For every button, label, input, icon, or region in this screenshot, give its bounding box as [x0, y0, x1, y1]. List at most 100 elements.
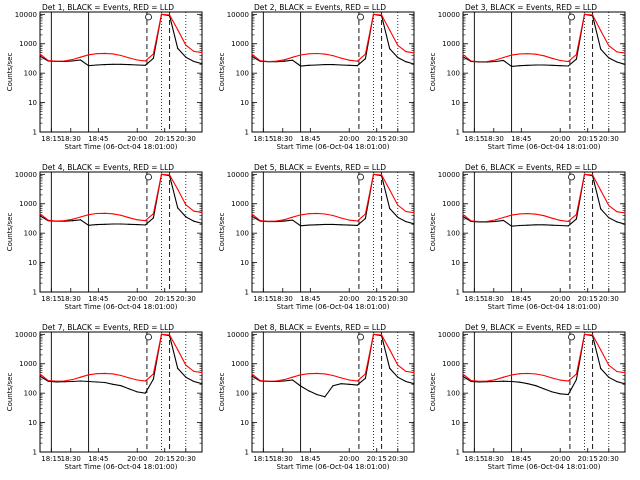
data-point-lld	[300, 374, 302, 376]
data-point-lld	[575, 53, 578, 56]
data-point-lld	[535, 53, 537, 55]
data-point-lld	[478, 221, 480, 223]
data-point-events	[104, 64, 106, 66]
x-axis-label: Start Time (06-Oct-04 18:01:00)	[65, 463, 178, 471]
data-point-lld	[567, 60, 569, 63]
data-point-lld	[55, 220, 57, 222]
data-point-lld	[470, 60, 472, 62]
data-point-events	[535, 385, 537, 387]
x-tick-label: 18:45	[511, 295, 531, 303]
data-point-lld	[169, 174, 171, 176]
data-point-lld	[193, 50, 195, 52]
data-point-lld	[160, 173, 163, 175]
data-point-lld	[624, 52, 626, 54]
data-point-lld	[543, 374, 545, 377]
data-point-lld	[39, 53, 41, 55]
x-tick-label: 18:30	[273, 455, 293, 463]
data-point-lld	[63, 380, 65, 382]
data-point-events	[364, 377, 366, 379]
x-tick-label: 18:30	[61, 295, 81, 303]
data-point-lld	[364, 373, 366, 375]
data-point-lld	[575, 213, 578, 215]
x-tick-label: 20:15	[578, 135, 598, 143]
y-tick-label: 1	[456, 289, 460, 297]
x-tick-label: 20:15	[155, 295, 175, 303]
data-point-events	[348, 224, 350, 226]
data-point-events	[535, 224, 537, 226]
y-tick-label: 10	[451, 419, 460, 427]
data-point-lld	[494, 59, 496, 61]
series-line-lld	[251, 13, 415, 63]
data-point-events	[608, 376, 610, 378]
data-point-events	[462, 56, 464, 58]
data-point-events	[201, 222, 203, 224]
x-tick-label: 20:30	[599, 135, 619, 143]
y-tick-label: 1000	[19, 360, 37, 368]
chart-panel-2: Det 2, BLACK = Events, RED = LLD 1 10 100 10…	[218, 3, 415, 151]
x-tick-label: 20:00	[127, 295, 147, 303]
data-point-events	[316, 393, 318, 396]
data-point-events	[575, 378, 578, 381]
data-point-lld	[120, 374, 122, 377]
x-axis-label: Start Time (06-Oct-04 18:01:00)	[488, 463, 601, 471]
series-line-events	[251, 333, 415, 398]
data-point-lld	[316, 372, 318, 374]
data-point-events	[39, 375, 41, 377]
plot-frame	[462, 331, 626, 453]
x-tick-label: 20:15	[155, 135, 175, 143]
chart-panel-4: Det 4, BLACK = Events, RED = LLD 1 10 100 10…	[6, 163, 203, 311]
data-point-lld	[535, 373, 537, 375]
y-tick-label: 1000	[231, 360, 249, 368]
data-point-lld	[462, 53, 464, 56]
x-axis-label: Start Time (06-Oct-04 18:01:00)	[488, 303, 601, 311]
data-point-events	[551, 64, 553, 66]
x-axis-label: Start Time (06-Oct-04 18:01:00)	[277, 303, 390, 311]
data-point-events	[71, 60, 73, 62]
y-tick-label: 1000	[19, 40, 37, 48]
chart-title: Det 5, BLACK = Events, RED = LLD	[254, 163, 386, 172]
y-tick-label: 100	[24, 230, 37, 238]
y-tick-label: 1	[33, 449, 37, 457]
data-point-events	[389, 48, 391, 50]
data-point-events	[104, 381, 106, 384]
data-point-lld	[519, 213, 521, 215]
data-point-events	[356, 65, 358, 67]
data-point-lld	[583, 333, 586, 335]
data-point-events	[413, 223, 415, 225]
y-tick-label: 1	[245, 449, 249, 457]
y-tick-label: 10000	[15, 11, 37, 19]
data-point-lld	[136, 219, 138, 221]
x-tick-label: 20:00	[339, 455, 359, 463]
data-point-lld	[55, 380, 57, 382]
data-point-lld	[201, 211, 203, 213]
data-point-lld	[136, 379, 138, 381]
x-tick-label: 20:00	[550, 135, 570, 143]
data-point-lld	[567, 380, 569, 382]
y-tick-label: 100	[447, 70, 460, 78]
chart-panel-1: Det 1, BLACK = Events, RED = LLD 1 10 100 10…	[6, 3, 203, 151]
data-point-lld	[332, 214, 334, 217]
data-point-events	[348, 383, 350, 385]
data-point-events	[567, 65, 569, 67]
data-point-lld	[364, 213, 366, 215]
series-line-lld	[251, 173, 415, 222]
chart-panel-5: Det 5, BLACK = Events, RED = LLD 1 10 100 10…	[218, 163, 415, 311]
chart-panel-7: Det 7, BLACK = Events, RED = LLD 1 10 100 10…	[6, 323, 203, 471]
y-tick-label: 1000	[442, 200, 460, 208]
data-point-events	[494, 60, 496, 63]
data-point-events	[616, 221, 618, 223]
data-point-events	[88, 65, 90, 67]
data-point-events	[193, 380, 195, 383]
data-point-lld	[502, 376, 505, 378]
x-tick-label: 18:45	[300, 295, 320, 303]
data-point-events	[600, 367, 602, 370]
data-point-lld	[551, 57, 553, 59]
x-tick-label: 20:30	[176, 455, 196, 463]
data-point-events	[96, 64, 98, 66]
x-tick-label: 20:00	[127, 455, 147, 463]
data-point-events	[316, 224, 318, 226]
y-tick-label: 10	[451, 259, 460, 267]
chart-panel-9: Det 9, BLACK = Events, RED = LLD 1 10 100 10…	[429, 323, 626, 471]
data-point-lld	[128, 217, 130, 219]
data-point-events	[193, 60, 195, 63]
